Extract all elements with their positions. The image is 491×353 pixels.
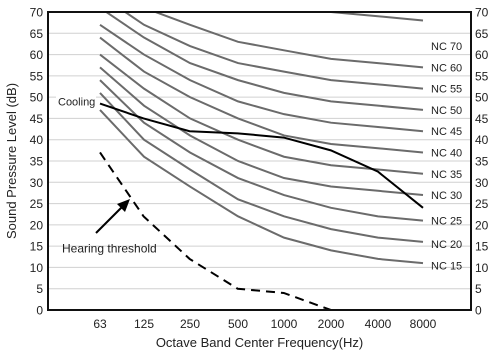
cooling-label-background <box>56 95 96 110</box>
nc-curve-label: NC 25 <box>431 216 462 228</box>
y-tick-label-right: 30 <box>475 176 489 190</box>
y-axis-tick-labels-right: 0 5 10 15 20 25 30 35 40 45 50 55 60 65 70 <box>475 6 489 318</box>
y-tick-label-left: 70 <box>30 6 44 20</box>
nc-curve-line <box>99 66 424 197</box>
nc-curve-label: NC 50 <box>431 105 462 117</box>
nc-curve-line <box>99 92 424 243</box>
nc-curve-label: NC 35 <box>431 169 462 181</box>
cooling-label: Cooling <box>58 96 95 108</box>
y-tick-label-right: 35 <box>475 155 489 169</box>
x-tick-label: 63 <box>93 317 107 331</box>
annotations: Cooling Hearing threshold <box>56 95 157 255</box>
y-tick-label-right: 50 <box>475 91 489 105</box>
y-tick-label-left: 45 <box>30 112 44 126</box>
y-tick-label-left: 55 <box>30 69 44 83</box>
y-tick-label-right: 70 <box>475 6 489 20</box>
hearing-threshold-arrow-shaft <box>95 204 125 234</box>
y-tick-label-left: 5 <box>36 282 43 296</box>
x-tick-label: 500 <box>228 317 248 331</box>
y-tick-label-left: 15 <box>30 240 44 254</box>
nc-curve-label: NC 20 <box>431 239 462 251</box>
y-tick-label-left: 25 <box>30 197 44 211</box>
y-tick-label-right: 55 <box>475 69 489 83</box>
y-tick-label-right: 40 <box>475 133 489 147</box>
nc-curve-line <box>104 12 424 111</box>
grid-lines <box>48 11 471 311</box>
nc-curve-label: NC 40 <box>431 147 462 159</box>
y-tick-label-left: 60 <box>30 48 44 62</box>
y-tick-label-left: 65 <box>30 27 44 41</box>
nc-curves <box>99 12 424 265</box>
y-tick-label-left: 50 <box>30 91 44 105</box>
y-tick-label-left: 40 <box>30 133 44 147</box>
x-tick-label: 1000 <box>271 317 298 331</box>
y-tick-label-left: 35 <box>30 155 44 169</box>
y-tick-label-right: 65 <box>475 27 489 41</box>
x-axis-tick-labels: 63 125 250 500 1000 2000 4000 8000 <box>93 317 436 331</box>
y-tick-label-right: 60 <box>475 48 489 62</box>
nc-curve-label: NC 30 <box>431 190 462 202</box>
y-tick-label-right: 10 <box>475 261 489 275</box>
hearing-threshold-arrow-head <box>117 199 130 212</box>
nc-curve-label: NC 60 <box>431 62 462 74</box>
data-series <box>99 102 424 310</box>
y-axis-label: Sound Pressure Level (dB) <box>4 83 19 239</box>
x-tick-label: 4000 <box>365 317 392 331</box>
x-tick-label: 2000 <box>318 317 345 331</box>
nc-curve-line <box>123 12 424 90</box>
nc-curve-line <box>99 109 424 265</box>
y-tick-label-left: 30 <box>30 176 44 190</box>
nc-curve-line <box>319 12 424 22</box>
x-tick-label: 250 <box>180 317 200 331</box>
hearing-threshold-label: Hearing threshold <box>62 241 157 255</box>
y-tick-label-left: 0 <box>36 304 43 318</box>
nc-curve-label: NC 70 <box>431 41 462 53</box>
y-tick-label-right: 5 <box>475 282 482 296</box>
y-tick-label-right: 25 <box>475 197 489 211</box>
nc-curve-line <box>99 36 424 154</box>
y-tick-label-right: 45 <box>475 112 489 126</box>
y-axis-tick-labels-left: 0 5 10 15 20 25 30 35 40 45 50 55 60 65 70 <box>30 6 44 318</box>
y-tick-label-right: 15 <box>475 240 489 254</box>
nc-curve-label: NC 45 <box>431 126 462 138</box>
x-tick-label: 125 <box>134 317 154 331</box>
nc-curve-line <box>99 79 424 222</box>
x-tick-label: 8000 <box>410 317 437 331</box>
nc-curve-line <box>99 23 424 133</box>
cooling-series-line <box>99 102 424 209</box>
nc-curve-label: NC 55 <box>431 84 462 96</box>
nc-curve-labels: NC 70 NC 60 NC 55 NC 50 NC 45 NC 40 NC 35 NC 30… <box>431 41 462 272</box>
x-axis-label: Octave Band Center Frequency(Hz) <box>156 335 363 350</box>
nc-curve-line <box>99 53 424 175</box>
nc-curve-line <box>152 12 424 69</box>
hearing-threshold-line <box>99 151 378 310</box>
y-tick-label-right: 0 <box>475 304 482 318</box>
y-tick-label-right: 20 <box>475 218 489 232</box>
y-tick-label-left: 10 <box>30 261 44 275</box>
nc-curve-label: NC 15 <box>431 260 462 272</box>
plot-frame <box>47 11 472 311</box>
y-tick-label-left: 20 <box>30 218 44 232</box>
